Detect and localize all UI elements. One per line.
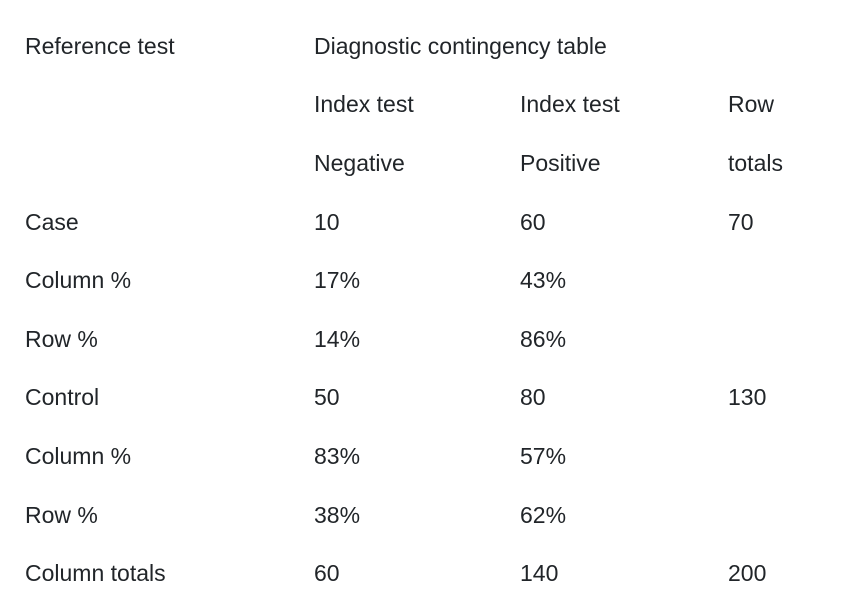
table-header-row-2: Negative Positive totals bbox=[25, 134, 860, 193]
cell-value: 83% bbox=[314, 442, 361, 469]
table-title-row: Reference test Diagnostic contingency ta… bbox=[25, 17, 860, 76]
header-index-test-positive-line2: Positive bbox=[520, 149, 601, 176]
row-label: Row % bbox=[25, 501, 98, 528]
table-title: Diagnostic contingency table bbox=[314, 32, 607, 59]
cell-value: 200 bbox=[728, 560, 767, 587]
cell-value: 60 bbox=[520, 208, 546, 235]
cell-value: 130 bbox=[728, 384, 767, 411]
table-row-case-column-pct: Column % 17% 43% bbox=[25, 251, 860, 310]
table-row-case: Case 10 60 70 bbox=[25, 193, 860, 252]
cell-value: 43% bbox=[520, 267, 567, 294]
row-label: Column totals bbox=[25, 560, 166, 587]
table-row-control-row-pct: Row % 38% 62% bbox=[25, 486, 860, 545]
corner-label: Reference test bbox=[25, 32, 175, 59]
row-label: Control bbox=[25, 384, 100, 411]
cell-value: 62% bbox=[520, 501, 567, 528]
row-label: Row % bbox=[25, 325, 98, 352]
cell-value: 70 bbox=[728, 208, 754, 235]
table-row-control: Control 50 80 130 bbox=[25, 369, 860, 428]
cell-value: 17% bbox=[314, 267, 361, 294]
cell-value: 38% bbox=[314, 501, 361, 528]
table-row-column-totals: Column totals 60 140 200 bbox=[25, 544, 860, 603]
cell-value: 140 bbox=[520, 560, 559, 587]
header-row-totals-line2: totals bbox=[728, 149, 783, 176]
table-row-case-row-pct: Row % 14% 86% bbox=[25, 310, 860, 369]
header-index-test-positive-line1: Index test bbox=[520, 91, 620, 118]
row-label: Column % bbox=[25, 267, 132, 294]
row-label: Case bbox=[25, 208, 79, 235]
row-label: Column % bbox=[25, 442, 132, 469]
cell-value: 10 bbox=[314, 208, 340, 235]
cell-value: 14% bbox=[314, 325, 361, 352]
header-row-totals-line1: Row bbox=[728, 91, 775, 118]
cell-value: 86% bbox=[520, 325, 567, 352]
header-index-test-negative-line1: Index test bbox=[314, 91, 414, 118]
table-row-control-column-pct: Column % 83% 57% bbox=[25, 427, 860, 486]
table-header-row-1: Index test Index test Row bbox=[25, 76, 860, 135]
cell-value: 80 bbox=[520, 384, 546, 411]
cell-value: 50 bbox=[314, 384, 340, 411]
header-index-test-negative-line2: Negative bbox=[314, 149, 405, 176]
cell-value: 57% bbox=[520, 442, 567, 469]
cell-value: 60 bbox=[314, 560, 340, 587]
